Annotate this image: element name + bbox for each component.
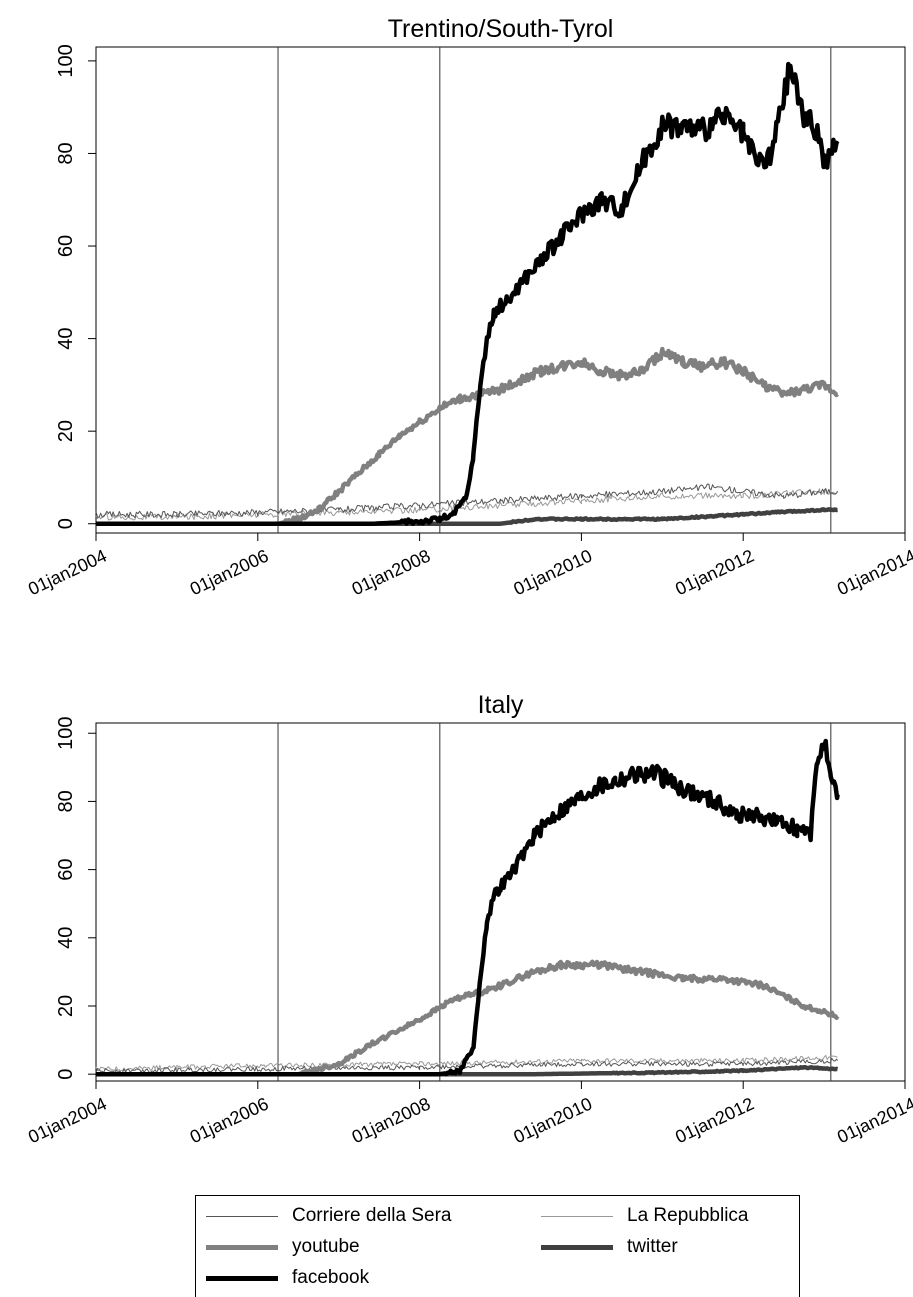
legend-label-youtube: youtube	[292, 1236, 360, 1257]
chart-trentino-south-tyrol: Trentino/South-Tyrol 0 20 40 60 80 100 01jan200…	[25, 15, 913, 599]
series-line-corriere-della-sera	[95, 483, 839, 519]
x-tick-label-01jan2004: 01jan2004	[25, 546, 110, 600]
plot-frame	[95, 46, 906, 534]
series-line-facebook	[95, 738, 840, 1077]
legend-label-facebook: facebook	[292, 1267, 370, 1288]
x-tick-label-01jan2012: 01jan2012	[672, 546, 757, 600]
series-line-corriere-della-sera	[95, 1057, 838, 1074]
y-tick-label-0: 0	[55, 1069, 77, 1080]
chart-italy: Italy 0 20 40 60 80 100 01jan2004 01jan2006 01jan…	[25, 691, 913, 1147]
y-tick-label-100: 100	[55, 717, 77, 750]
y-tick-label-40: 40	[55, 927, 77, 949]
legend-swatch-corriere-della-sera	[206, 1215, 278, 1217]
x-tick-label-01jan2014: 01jan2014	[834, 546, 913, 600]
legend-swatch-facebook	[206, 1275, 278, 1281]
y-tick-label-80: 80	[55, 790, 77, 812]
legend-item-twitter: twitter	[541, 1235, 678, 1259]
chart-title: Trentino/South-Tyrol	[388, 15, 614, 43]
x-tick-label-01jan2008: 01jan2008	[349, 546, 434, 600]
legend-item-la-repubblica: La Repubblica	[541, 1204, 748, 1228]
x-tick-label-01jan2014: 01jan2014	[834, 1094, 913, 1148]
series-line-facebook	[95, 61, 840, 526]
legend-swatch-twitter	[541, 1244, 613, 1250]
x-tick-label-01jan2004: 01jan2004	[25, 1094, 110, 1148]
legend-item-youtube: youtube	[206, 1235, 360, 1259]
y-tick-label-80: 80	[55, 142, 77, 164]
y-tick-label-60: 60	[55, 235, 77, 257]
y-tick-label-20: 20	[55, 995, 77, 1017]
legend-label-twitter: twitter	[627, 1236, 678, 1257]
chart-title: Italy	[478, 691, 524, 719]
x-tick-label-01jan2008: 01jan2008	[349, 1094, 434, 1148]
legend-item-corriere-della-sera: Corriere della Sera	[206, 1204, 451, 1228]
x-tick-label-01jan2012: 01jan2012	[672, 1094, 757, 1148]
legend-label-la-repubblica: La Repubblica	[627, 1205, 749, 1226]
x-tick-label-01jan2006: 01jan2006	[187, 546, 272, 600]
legend-item-facebook: facebook	[206, 1266, 369, 1290]
legend-label-corriere-della-sera: Corriere della Sera	[292, 1205, 452, 1226]
x-tick-label-01jan2006: 01jan2006	[187, 1094, 272, 1148]
x-tick-label-01jan2010: 01jan2010	[511, 1094, 596, 1148]
y-tick-label-20: 20	[55, 420, 77, 442]
legend: Corriere della Sera La Repubblica youtub…	[195, 1195, 800, 1297]
legend-swatch-youtube	[206, 1244, 278, 1250]
y-tick-label-0: 0	[55, 518, 77, 529]
legend-swatch-la-repubblica	[541, 1215, 613, 1217]
x-tick-label-01jan2010: 01jan2010	[511, 546, 596, 600]
y-tick-label-40: 40	[55, 327, 77, 349]
y-tick-label-100: 100	[55, 44, 77, 77]
y-tick-label-60: 60	[55, 858, 77, 880]
plot-frame	[95, 722, 906, 1082]
